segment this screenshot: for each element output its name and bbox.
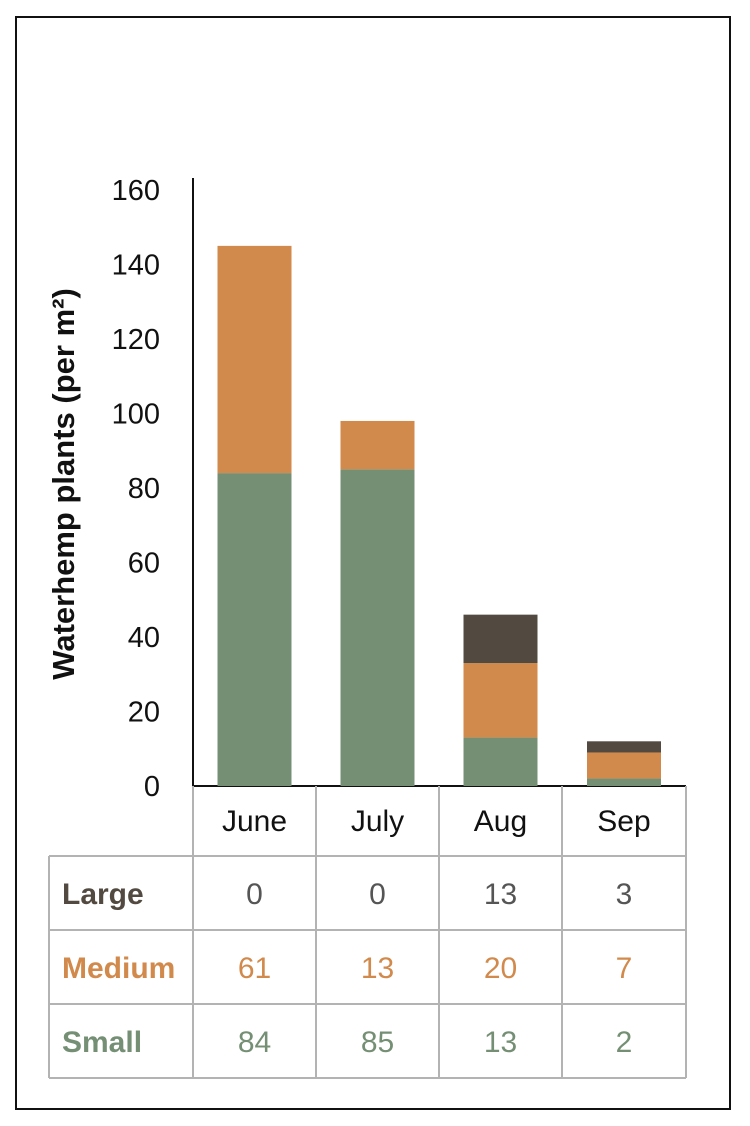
table-cell-medium: 13 bbox=[361, 952, 394, 985]
table-row-label-large: Large bbox=[62, 878, 144, 911]
y-tick-label: 120 bbox=[112, 324, 160, 356]
table-cell-small: 13 bbox=[484, 1026, 517, 1059]
bar-small-july bbox=[340, 469, 415, 786]
y-tick-label: 40 bbox=[128, 622, 160, 654]
table-cell-small: 84 bbox=[238, 1026, 271, 1059]
y-tick-label: 20 bbox=[128, 697, 160, 729]
table-cell-large: 0 bbox=[369, 878, 386, 911]
y-tick-label: 0 bbox=[144, 771, 160, 803]
table-cell-small: 85 bbox=[361, 1026, 394, 1059]
y-tick-label: 80 bbox=[128, 473, 160, 505]
y-tick-label: 60 bbox=[128, 548, 160, 580]
table-cell-medium: 7 bbox=[616, 952, 633, 985]
bar-medium-aug bbox=[463, 663, 538, 738]
chart-title: Waterhemp density in established alfalfa… bbox=[37, 28, 717, 116]
x-tick-label: July bbox=[351, 805, 404, 838]
table-cell-large: 0 bbox=[246, 878, 263, 911]
x-tick-label: Aug bbox=[474, 805, 527, 838]
bar-large-aug bbox=[463, 614, 538, 664]
title-line-1: Waterhemp density in established bbox=[37, 30, 586, 68]
bar-large-sep bbox=[587, 741, 661, 753]
x-tick-label: Sep bbox=[597, 805, 650, 838]
bar-medium-july bbox=[340, 420, 415, 470]
bar-small-aug bbox=[463, 737, 538, 786]
bar-medium-sep bbox=[587, 752, 661, 779]
table-cell-large: 3 bbox=[616, 878, 633, 911]
y-axis-label: Waterhemp plants (per m²) bbox=[46, 288, 81, 680]
y-tick-label: 160 bbox=[112, 175, 160, 207]
title-line-2-text: alfalfa at each harvest bbox=[37, 73, 393, 111]
chart-source: (Omro, Wis, 2019) bbox=[406, 80, 603, 109]
bar-medium-june bbox=[217, 245, 292, 474]
table-row-label-medium: Medium bbox=[62, 952, 175, 985]
table-cell-small: 2 bbox=[616, 1026, 633, 1059]
y-tick-label: 100 bbox=[112, 399, 160, 431]
bar-small-june bbox=[217, 473, 292, 786]
table-cell-medium: 20 bbox=[484, 952, 517, 985]
title-line-2: alfalfa at each harvest (Omro, Wis, 2019) bbox=[37, 71, 717, 116]
x-tick-label: June bbox=[222, 805, 287, 838]
bar-small-sep bbox=[587, 778, 661, 786]
table-cell-medium: 61 bbox=[238, 952, 271, 985]
table-cell-large: 13 bbox=[484, 878, 517, 911]
y-tick-label: 140 bbox=[112, 250, 160, 282]
table-row-label-small: Small bbox=[62, 1026, 142, 1059]
